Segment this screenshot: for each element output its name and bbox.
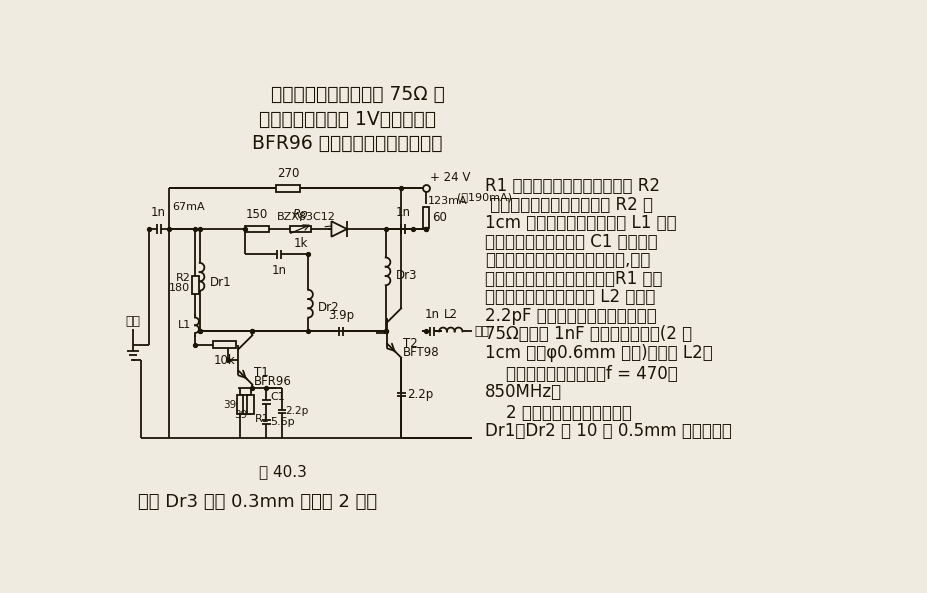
Text: R2: R2 xyxy=(175,273,190,282)
Text: BZX83C12: BZX83C12 xyxy=(276,212,335,222)
Text: BFR96 构成推动级有由射极电阻: BFR96 构成推动级有由射极电阻 xyxy=(251,134,441,154)
Bar xyxy=(212,341,235,348)
Text: 电路的工作频率范围：f = 470～: 电路的工作频率范围：f = 470～ xyxy=(485,365,677,382)
Bar xyxy=(289,225,311,232)
Text: R1 引入的电流负反馈及由电阻 R2: R1 引入的电流负反馈及由电阻 R2 xyxy=(485,177,659,196)
Text: T2: T2 xyxy=(402,337,417,350)
Text: 39: 39 xyxy=(235,410,248,420)
Text: 2.2p: 2.2p xyxy=(407,388,433,401)
Text: 5.6p: 5.6p xyxy=(270,417,295,428)
Text: 150: 150 xyxy=(246,208,268,221)
Text: 3.9p: 3.9p xyxy=(327,309,353,322)
Bar xyxy=(191,276,198,295)
Text: 线圈 Dr3 采用 0.3mm 铜线绕 2 匝。: 线圈 Dr3 采用 0.3mm 铜线绕 2 匝。 xyxy=(137,493,376,511)
Text: 1cm 长的引出线构成的电感 L1 用于: 1cm 长的引出线构成的电感 L1 用于 xyxy=(485,215,676,232)
Text: 270: 270 xyxy=(276,167,298,180)
Text: Dr2: Dr2 xyxy=(318,301,339,314)
Text: 1n: 1n xyxy=(425,308,439,321)
Text: 两个普通电阻并联。电感 L2 与电容: 两个普通电阻并联。电感 L2 与电容 xyxy=(485,288,654,307)
Text: (约190mA): (约190mA) xyxy=(456,192,512,202)
Text: 引入的电压负反馈。由电阻 R2 的: 引入的电压负反馈。由电阻 R2 的 xyxy=(485,196,653,214)
Text: 图 40.3: 图 40.3 xyxy=(259,464,306,479)
Text: 作用。射极电阻直接焊在管罩上,以使: 作用。射极电阻直接焊在管罩上,以使 xyxy=(485,251,650,269)
Text: Dr1，Dr2 为 10 匝 0.5mm 铜线。阻尼: Dr1，Dr2 为 10 匝 0.5mm 铜线。阻尼 xyxy=(485,422,731,440)
Text: 2 个圆柱铁芯超高频扼流圈: 2 个圆柱铁芯超高频扼流圈 xyxy=(485,404,631,422)
Text: Dr3: Dr3 xyxy=(395,269,417,282)
Text: Dr1: Dr1 xyxy=(210,276,231,289)
Text: 123mA: 123mA xyxy=(428,196,467,206)
Text: 60: 60 xyxy=(432,211,447,224)
Text: BFR96: BFR96 xyxy=(254,375,291,388)
Text: 1cm 长，φ0.6mm 导线)作电感 L2。: 1cm 长，φ0.6mm 导线)作电感 L2。 xyxy=(485,344,712,362)
Text: 防止高频负反馈。电容 C1 也起这个: 防止高频负反馈。电容 C1 也起这个 xyxy=(485,233,657,251)
Text: 电感量尽可能小。同样原因，R1 采用: 电感量尽可能小。同样原因，R1 采用 xyxy=(485,270,662,288)
Text: 1k: 1k xyxy=(293,237,308,250)
Bar xyxy=(275,185,300,192)
Text: 67mA: 67mA xyxy=(171,202,204,212)
Bar xyxy=(422,207,429,228)
Text: 2.2pF 把末级低的输出电阻变换成: 2.2pF 把末级低的输出电阻变换成 xyxy=(485,307,656,325)
Text: L2: L2 xyxy=(443,308,457,321)
Text: 输出: 输出 xyxy=(475,325,489,338)
Text: 1n: 1n xyxy=(151,206,166,219)
Text: 180: 180 xyxy=(169,283,190,294)
Text: 输入: 输入 xyxy=(125,314,140,327)
Polygon shape xyxy=(331,221,347,237)
Bar xyxy=(245,225,269,232)
Text: Rp: Rp xyxy=(292,208,308,221)
Text: + 24 V: + 24 V xyxy=(429,171,470,184)
Text: T1: T1 xyxy=(254,366,269,379)
Text: 10k: 10k xyxy=(213,354,235,366)
Text: 载上输出电压可达 1V。由晶体管: 载上输出电压可达 1V。由晶体管 xyxy=(259,110,436,129)
Bar xyxy=(248,396,254,414)
Text: 2.2p: 2.2p xyxy=(286,406,309,416)
Text: C1: C1 xyxy=(270,392,285,402)
Text: 75Ω。利用 1nF 电容上的引出线(2 根: 75Ω。利用 1nF 电容上的引出线(2 根 xyxy=(485,325,692,343)
Text: R1: R1 xyxy=(254,414,269,424)
Text: 1n: 1n xyxy=(271,264,286,277)
Text: L1: L1 xyxy=(178,320,191,330)
Text: 850MHz。: 850MHz。 xyxy=(485,383,562,401)
Text: 1n: 1n xyxy=(395,206,410,219)
Bar xyxy=(236,396,243,414)
Text: BFT98: BFT98 xyxy=(402,346,438,359)
Text: 39: 39 xyxy=(223,400,236,410)
Text: 该电路有两级放大，在 75Ω 负: 该电路有两级放大，在 75Ω 负 xyxy=(271,85,444,104)
